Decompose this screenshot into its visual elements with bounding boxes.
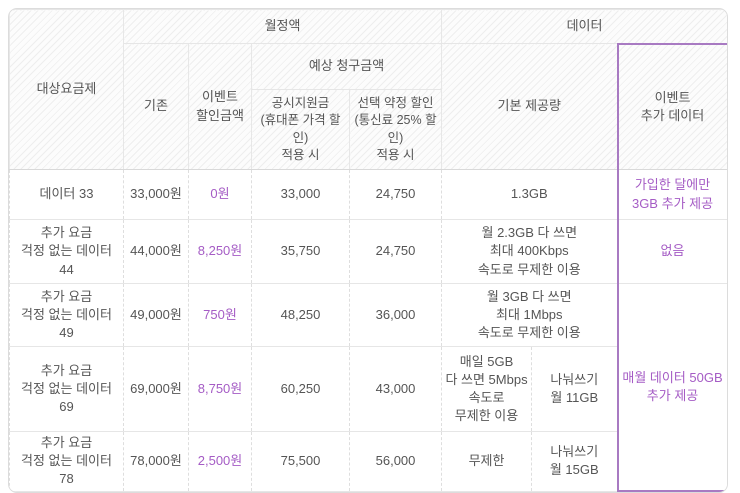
plan-name-cell: 추가 요금 걱정 없는 데이터 44 [9,219,124,284]
event-extra-cell: 가입한 달에만 3GB 추가 제공 [616,169,727,220]
header-event-extra-data: 이벤트 추가 데이터 [616,42,727,170]
header-base-price: 기존 [123,43,189,170]
subsidy-price-cell: 33,000 [251,169,350,220]
pricing-table: 대상요금제 월정액 데이터 기존 이벤트 할인금액 예상 청구금액 기본 제공량… [9,9,728,493]
data-share-cell: 나눠쓰기 월 15GB [531,431,619,492]
base-price-cell: 49,000원 [123,283,189,347]
plan-name-cell: 추가 요금 걱정 없는 데이터 78 [9,431,124,492]
event-discount-cell: 8,750원 [188,346,252,432]
base-price-cell: 78,000원 [123,431,189,492]
plan-name-cell: 추가 요금 걱정 없는 데이터 69 [9,346,124,432]
header-detail-row: 공시지원금 (휴대폰 가격 할인) 적용 시 선택 약정 할인 (통신료 25%… [10,89,728,170]
contract-price-cell: 43,000 [348,346,443,432]
base-data-cell: 무제한 [441,431,533,492]
table-row: 추가 요금 걱정 없는 데이터 78 78,000원 2,500원 75,500… [9,431,728,492]
plan-name-cell: 데이터 33 [9,169,124,220]
event-discount-cell: 2,500원 [188,431,252,492]
contract-price-cell: 24,750 [348,219,443,284]
event-discount-cell: 8,250원 [188,219,252,284]
header-event-discount: 이벤트 할인금액 [188,43,252,170]
base-data-cell: 월 2.3GB 다 쓰면 최대 400Kbps 속도로 무제한 이용 [441,219,619,284]
base-data-cell: 월 3GB 다 쓰면 최대 1Mbps 속도로 무제한 이용 [441,283,619,347]
header-monthly-fee-group: 월정액 [122,9,443,44]
header-data-group: 데이터 [441,9,727,44]
subsidy-price-cell: 60,250 [251,346,350,432]
table-row: 추가 요금 걱정 없는 데이터 69 69,000원 8,750원 60,250… [9,346,728,432]
table-row: 데이터 33 33,000원 0원 33,000 24,750 1.3GB 가입… [9,169,727,220]
event-discount-cell: 750원 [188,283,252,347]
base-data-cell: 매일 5GB 다 쓰면 5Mbps 속도로 무제한 이용 [441,346,533,432]
subsidy-price-cell: 48,250 [251,283,350,347]
contract-price-cell: 24,750 [348,169,443,220]
plan-name-cell: 추가 요금 걱정 없는 데이터 49 [9,283,124,347]
subsidy-price-cell: 35,750 [251,219,350,284]
header-base-data: 기본 제공량 [441,43,619,170]
event-extra-cell: 없음 [616,219,727,284]
event-discount-cell: 0원 [188,169,252,220]
header-expected-billing: 예상 청구금액 [250,43,443,90]
header-contract-discount: 선택 약정 할인 (통신료 25% 할인) 적용 시 [348,89,443,170]
contract-price-cell: 36,000 [348,283,443,347]
event-extra-merged-cell: 매월 데이터 50GB 추가 제공 [616,283,727,493]
plans-pricing-table: 대상요금제 월정액 데이터 기존 이벤트 할인금액 예상 청구금액 기본 제공량… [8,8,728,493]
header-target-plan: 대상요금제 [9,9,124,170]
header-subsidy-discount: 공시지원금 (휴대폰 가격 할인) 적용 시 [251,89,350,170]
subsidy-price-cell: 75,500 [251,431,350,492]
table-row: 추가 요금 걱정 없는 데이터 49 49,000원 750원 48,250 3… [9,283,727,493]
base-data-cell: 1.3GB [441,169,619,220]
base-price-cell: 44,000원 [123,219,189,284]
table-row: 추가 요금 걱정 없는 데이터 44 44,000원 8,250원 35,750… [9,219,727,284]
data-share-cell: 나눠쓰기 월 11GB [531,346,619,432]
header-group-row: 대상요금제 월정액 데이터 [9,9,727,170]
base-price-cell: 69,000원 [123,346,189,432]
contract-price-cell: 56,000 [348,431,443,492]
base-price-cell: 33,000원 [123,169,189,220]
